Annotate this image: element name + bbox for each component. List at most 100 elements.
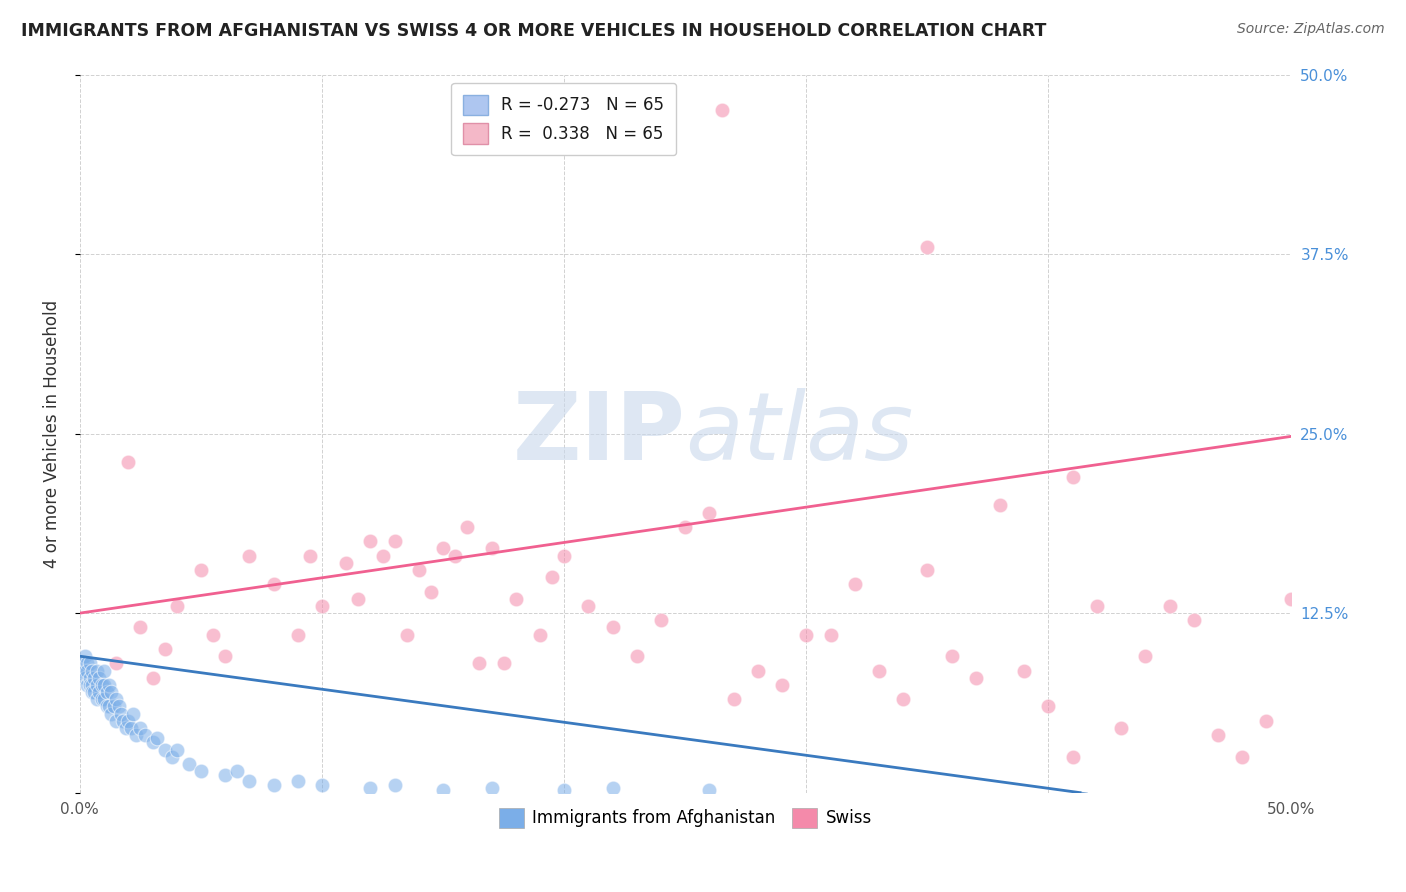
Point — [105, 714, 128, 728]
Point — [80, 664, 103, 678]
Point — [468, 657, 491, 671]
Point — [93, 678, 115, 692]
Point — [359, 781, 381, 796]
Point — [1135, 649, 1157, 664]
Point — [917, 563, 939, 577]
Point — [1062, 749, 1084, 764]
Point — [941, 649, 963, 664]
Point — [699, 782, 721, 797]
Point — [129, 620, 152, 634]
Point — [238, 549, 260, 563]
Point — [89, 671, 111, 685]
Point — [90, 678, 112, 692]
Point — [505, 591, 527, 606]
Point — [1206, 728, 1229, 742]
Point — [100, 685, 122, 699]
Point — [710, 103, 733, 118]
Point — [83, 685, 105, 699]
Point — [1062, 469, 1084, 483]
Point — [79, 671, 101, 685]
Point — [160, 749, 183, 764]
Point — [263, 577, 285, 591]
Point — [214, 768, 236, 782]
Point — [129, 721, 152, 735]
Point — [1109, 721, 1132, 735]
Point — [96, 685, 118, 699]
Point — [1256, 714, 1278, 728]
Point — [105, 692, 128, 706]
Point — [86, 664, 108, 678]
Text: IMMIGRANTS FROM AFGHANISTAN VS SWISS 4 OR MORE VEHICLES IN HOUSEHOLD CORRELATION: IMMIGRANTS FROM AFGHANISTAN VS SWISS 4 O… — [21, 22, 1046, 40]
Point — [1012, 664, 1035, 678]
Point — [72, 664, 94, 678]
Point — [395, 628, 418, 642]
Point — [1182, 613, 1205, 627]
Point — [481, 781, 503, 796]
Point — [141, 671, 163, 685]
Point — [529, 628, 551, 642]
Point — [820, 628, 842, 642]
Point — [891, 692, 914, 706]
Point — [97, 699, 120, 714]
Point — [541, 570, 564, 584]
Point — [214, 649, 236, 664]
Point — [80, 685, 103, 699]
Point — [384, 534, 406, 549]
Point — [287, 774, 309, 789]
Point — [673, 520, 696, 534]
Point — [89, 685, 111, 699]
Point — [311, 779, 333, 793]
Point — [965, 671, 987, 685]
Point — [80, 678, 103, 692]
Point — [371, 549, 394, 563]
Legend: Immigrants from Afghanistan, Swiss: Immigrants from Afghanistan, Swiss — [492, 801, 879, 835]
Point — [117, 714, 139, 728]
Point — [146, 731, 169, 745]
Point — [153, 642, 176, 657]
Point — [166, 599, 188, 613]
Point — [190, 563, 212, 577]
Point — [76, 657, 98, 671]
Point — [100, 706, 122, 721]
Point — [115, 721, 138, 735]
Point — [177, 756, 200, 771]
Point — [238, 774, 260, 789]
Point — [384, 779, 406, 793]
Point — [650, 613, 672, 627]
Point — [287, 628, 309, 642]
Point — [723, 692, 745, 706]
Point — [408, 563, 430, 577]
Point — [576, 599, 599, 613]
Point — [120, 721, 142, 735]
Point — [335, 556, 357, 570]
Point — [298, 549, 321, 563]
Point — [263, 779, 285, 793]
Point — [444, 549, 467, 563]
Point — [141, 735, 163, 749]
Point — [93, 692, 115, 706]
Point — [110, 706, 132, 721]
Point — [626, 649, 648, 664]
Point — [988, 499, 1011, 513]
Point — [747, 664, 769, 678]
Point — [190, 764, 212, 778]
Point — [112, 714, 135, 728]
Text: atlas: atlas — [685, 388, 914, 479]
Point — [226, 764, 249, 778]
Text: Source: ZipAtlas.com: Source: ZipAtlas.com — [1237, 22, 1385, 37]
Point — [124, 728, 146, 742]
Point — [492, 657, 515, 671]
Point — [76, 664, 98, 678]
Point — [72, 657, 94, 671]
Point — [553, 782, 575, 797]
Point — [96, 699, 118, 714]
Point — [97, 678, 120, 692]
Point — [794, 628, 817, 642]
Point — [602, 620, 624, 634]
Point — [86, 678, 108, 692]
Point — [1230, 749, 1253, 764]
Point — [79, 678, 101, 692]
Point — [117, 455, 139, 469]
Point — [844, 577, 866, 591]
Point — [73, 649, 96, 664]
